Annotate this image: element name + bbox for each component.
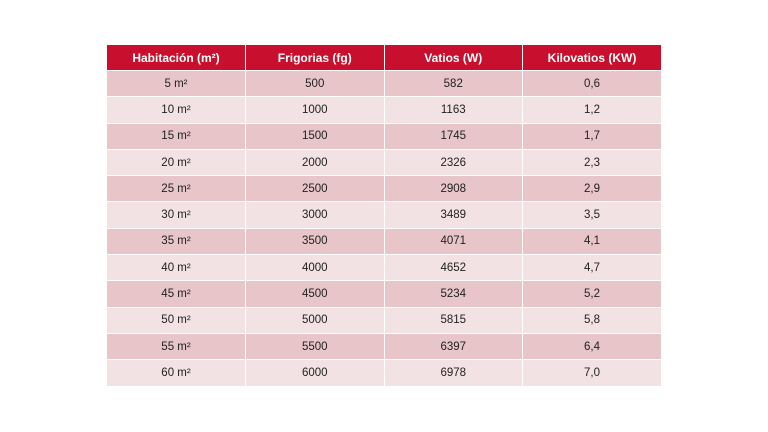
cell-habitacion: 25 m² [107, 175, 246, 203]
cell-frigorias: 1000 [245, 96, 385, 124]
cell-vatios: 4071 [384, 228, 523, 256]
table-row: 15 m² 1500 1745 1,7 [107, 123, 661, 150]
cell-kilovatios: 7,0 [522, 359, 661, 387]
cell-habitacion: 20 m² [107, 149, 246, 177]
cell-vatios: 5815 [384, 307, 523, 334]
cell-frigorias: 4000 [245, 254, 385, 282]
table-row: 45 m² 4500 5234 5,2 [107, 280, 661, 308]
cell-frigorias: 5500 [245, 333, 385, 361]
cell-frigorias: 3500 [245, 228, 385, 256]
table-row: 40 m² 4000 4652 4,7 [107, 254, 661, 282]
table-row: 5 m² 500 582 0,6 [107, 70, 661, 98]
cell-vatios: 4652 [384, 254, 523, 282]
cell-kilovatios: 5,8 [522, 307, 661, 334]
cell-vatios: 5234 [384, 280, 523, 308]
cell-kilovatios: 4,7 [522, 254, 661, 282]
cell-habitacion: 50 m² [107, 307, 246, 334]
cell-kilovatios: 0,6 [522, 70, 661, 98]
cell-kilovatios: 2,9 [522, 175, 661, 203]
table-row: 60 m² 6000 6978 7,0 [107, 359, 661, 387]
cell-habitacion: 15 m² [107, 123, 246, 150]
table-row: 55 m² 5500 6397 6,4 [107, 333, 661, 361]
header-habitacion: Habitación (m²) [107, 45, 246, 71]
cell-habitacion: 40 m² [107, 254, 246, 282]
cell-vatios: 1745 [384, 123, 523, 150]
header-row: Habitación (m²) Frigorias (fg) Vatios (W… [107, 45, 661, 71]
table-row: 10 m² 1000 1163 1,2 [107, 96, 661, 124]
cell-vatios: 6978 [384, 359, 523, 387]
cell-frigorias: 6000 [245, 359, 385, 387]
cell-frigorias: 4500 [245, 280, 385, 308]
table-row: 50 m² 5000 5815 5,8 [107, 307, 661, 334]
cell-vatios: 582 [384, 70, 523, 98]
table-row: 25 m² 2500 2908 2,9 [107, 175, 661, 203]
cell-frigorias: 500 [245, 70, 385, 98]
header-frigorias: Frigorias (fg) [245, 45, 385, 71]
cell-kilovatios: 3,5 [522, 201, 661, 229]
cell-habitacion: 30 m² [107, 201, 246, 229]
table-row: 35 m² 3500 4071 4,1 [107, 228, 661, 256]
cell-vatios: 1163 [384, 96, 523, 124]
cell-kilovatios: 4,1 [522, 228, 661, 256]
cell-vatios: 2908 [384, 175, 523, 203]
table-row: 30 m² 3000 3489 3,5 [107, 201, 661, 229]
cell-vatios: 2326 [384, 149, 523, 177]
cell-kilovatios: 2,3 [522, 149, 661, 177]
cell-kilovatios: 6,4 [522, 333, 661, 361]
cell-habitacion: 10 m² [107, 96, 246, 124]
cell-frigorias: 1500 [245, 123, 385, 150]
cell-habitacion: 5 m² [107, 70, 246, 98]
header-vatios: Vatios (W) [384, 45, 523, 71]
cell-frigorias: 2000 [245, 149, 385, 177]
cell-vatios: 3489 [384, 201, 523, 229]
cell-habitacion: 60 m² [107, 359, 246, 387]
header-kilovatios: Kilovatios (KW) [522, 45, 661, 71]
cell-habitacion: 55 m² [107, 333, 246, 361]
cell-habitacion: 45 m² [107, 280, 246, 308]
cell-kilovatios: 5,2 [522, 280, 661, 308]
cell-frigorias: 2500 [245, 175, 385, 203]
cell-kilovatios: 1,7 [522, 123, 661, 150]
conversion-table: Habitación (m²) Frigorias (fg) Vatios (W… [107, 45, 661, 387]
cell-frigorias: 5000 [245, 307, 385, 334]
cell-habitacion: 35 m² [107, 228, 246, 256]
cell-vatios: 6397 [384, 333, 523, 361]
table-row: 20 m² 2000 2326 2,3 [107, 149, 661, 177]
cell-kilovatios: 1,2 [522, 96, 661, 124]
cell-frigorias: 3000 [245, 201, 385, 229]
